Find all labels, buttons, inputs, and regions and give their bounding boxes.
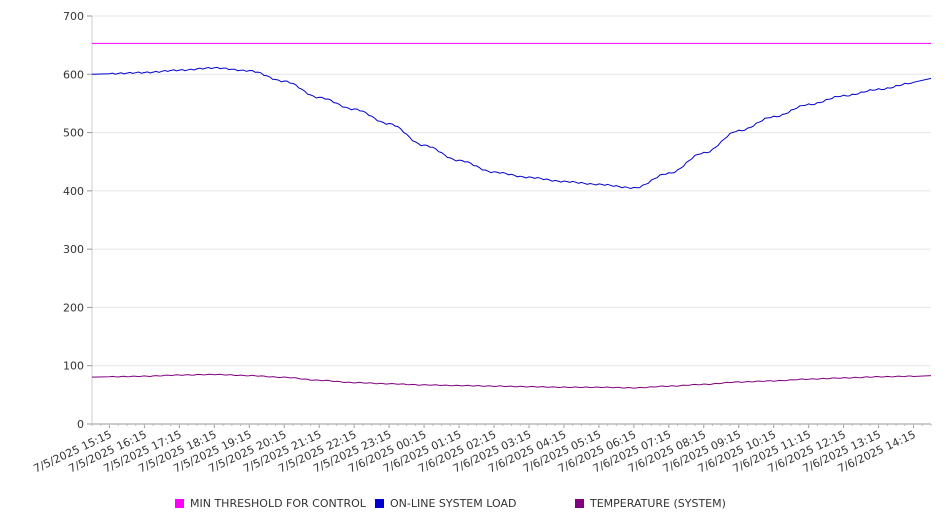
legend-item-min-threshold: MIN THRESHOLD FOR CONTROL xyxy=(175,497,366,510)
legend-label-system-load: ON-LINE SYSTEM LOAD xyxy=(390,497,517,510)
y-tick-label: 100 xyxy=(63,360,84,373)
y-tick-label: 300 xyxy=(63,243,84,256)
x-axis-ticks: 7/5/2025 15:157/5/2025 16:157/5/2025 17:… xyxy=(32,424,932,475)
y-axis-ticks: 0 100 200 300 400 500 600 700 xyxy=(63,10,92,431)
legend-label-temperature: TEMPERATURE (SYSTEM) xyxy=(590,497,726,510)
y-tick-label: 200 xyxy=(63,301,84,314)
legend-swatch-min-threshold xyxy=(175,499,184,508)
y-tick-label: 400 xyxy=(63,185,84,198)
y-tick-label: 600 xyxy=(63,68,84,81)
y-tick-label: 700 xyxy=(63,10,84,23)
y-tick-label: 0 xyxy=(77,418,84,431)
series-line-system-load xyxy=(91,66,932,190)
legend-swatch-temperature xyxy=(575,499,584,508)
series-line-temperature xyxy=(91,373,932,389)
legend-label-min-threshold: MIN THRESHOLD FOR CONTROL xyxy=(190,497,366,510)
series-lines xyxy=(91,42,932,389)
legend-item-system-load: ON-LINE SYSTEM LOAD xyxy=(375,497,516,510)
grid-lines xyxy=(92,15,931,367)
legend-item-temperature: TEMPERATURE (SYSTEM) xyxy=(575,497,726,510)
axes xyxy=(91,16,931,425)
y-tick-label: 500 xyxy=(63,127,84,140)
legend: MIN THRESHOLD FOR CONTROL ON-LINE SYSTEM… xyxy=(0,497,946,517)
legend-swatch-system-load xyxy=(375,499,384,508)
